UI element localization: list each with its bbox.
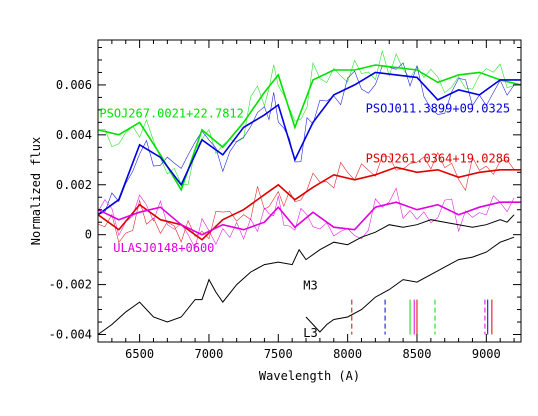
plot-frame <box>97 39 522 343</box>
noisy-spectrum-line <box>97 62 515 216</box>
noisy-spectrum-line <box>97 49 515 185</box>
y-tick-label: 0.006 <box>56 78 92 92</box>
series-annotation: M3 <box>303 279 317 293</box>
y-tick-label: 0 <box>85 228 92 242</box>
x-tick-label: 6500 <box>125 347 154 361</box>
y-tick-label: 0.002 <box>56 178 92 192</box>
x-tick-label: 7000 <box>194 347 223 361</box>
series-line <box>97 201 521 236</box>
series-annotation: PSOJ011.3899+09.0325 <box>366 101 511 115</box>
series-annotation: PSOJ267.0021+22.7812 <box>99 106 244 120</box>
noisy-spectra-layer <box>97 49 515 249</box>
x-tick-label: 9000 <box>472 347 501 361</box>
annotation-labels: PSOJ267.0021+22.7812 PSOJ011.3899+09.0325… <box>99 101 510 340</box>
series-line <box>97 71 521 216</box>
series-annotation: PSOJ261.0364+19.0286 <box>366 151 511 165</box>
series-line <box>305 236 515 333</box>
x-axis-label: Wavelength (A) <box>259 369 360 383</box>
noisy-spectrum-line <box>97 151 515 244</box>
y-tick-label: 0.004 <box>56 128 92 142</box>
series-layer <box>97 64 522 335</box>
y-tick-label: -0.002 <box>49 278 92 292</box>
y-tick-label: -0.004 <box>49 328 92 342</box>
noisy-spectrum-line <box>97 187 515 249</box>
series-line <box>97 214 515 335</box>
series-annotation: L3 <box>303 326 317 340</box>
y-axis-label: Normalized flux <box>29 137 43 245</box>
line-markers-layer <box>351 299 493 335</box>
series-annotation: ULASJ0148+0600 <box>113 241 214 255</box>
x-tick-label: 8000 <box>333 347 362 361</box>
x-tick-label: 8500 <box>403 347 432 361</box>
series-line <box>97 166 521 241</box>
axis-ticks: 6500 7000 7500 8000 8500 9000 -0.004 -0.002 0 0.0… <box>49 40 521 361</box>
series-line <box>97 64 522 192</box>
x-tick-label: 7500 <box>264 347 293 361</box>
